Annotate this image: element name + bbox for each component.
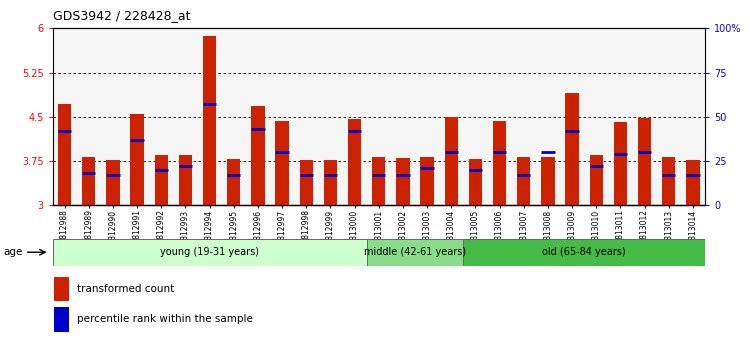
Bar bbox=[324, 160, 337, 205]
Bar bbox=[542, 157, 554, 205]
Bar bbox=[367, 239, 464, 266]
Bar bbox=[227, 159, 241, 205]
Bar bbox=[82, 157, 95, 205]
Bar bbox=[445, 117, 458, 205]
Bar bbox=[106, 160, 119, 205]
Bar bbox=[372, 157, 386, 205]
Text: transformed count: transformed count bbox=[76, 284, 174, 294]
Bar bbox=[130, 114, 144, 205]
Bar bbox=[638, 118, 651, 205]
Text: old (65-84 years): old (65-84 years) bbox=[542, 247, 626, 257]
Text: percentile rank within the sample: percentile rank within the sample bbox=[76, 314, 253, 325]
Text: age: age bbox=[4, 247, 23, 257]
Bar bbox=[203, 36, 216, 205]
Bar bbox=[53, 239, 367, 266]
Bar bbox=[154, 155, 168, 205]
Bar bbox=[614, 121, 627, 205]
Bar bbox=[464, 239, 705, 266]
Bar bbox=[662, 157, 676, 205]
Bar bbox=[566, 93, 579, 205]
Bar bbox=[590, 155, 603, 205]
Text: GDS3942 / 228428_at: GDS3942 / 228428_at bbox=[53, 9, 190, 22]
Bar bbox=[251, 106, 265, 205]
Bar bbox=[686, 160, 700, 205]
Text: young (19-31 years): young (19-31 years) bbox=[160, 247, 259, 257]
Bar bbox=[55, 277, 69, 301]
Bar bbox=[55, 307, 69, 332]
Bar bbox=[299, 160, 313, 205]
Bar bbox=[275, 121, 289, 205]
Bar bbox=[58, 104, 71, 205]
Text: middle (42-61 years): middle (42-61 years) bbox=[364, 247, 466, 257]
Bar bbox=[421, 157, 434, 205]
Bar bbox=[396, 158, 410, 205]
Bar bbox=[348, 119, 361, 205]
Bar bbox=[469, 159, 482, 205]
Bar bbox=[517, 157, 530, 205]
Bar bbox=[493, 121, 506, 205]
Bar bbox=[178, 155, 192, 205]
